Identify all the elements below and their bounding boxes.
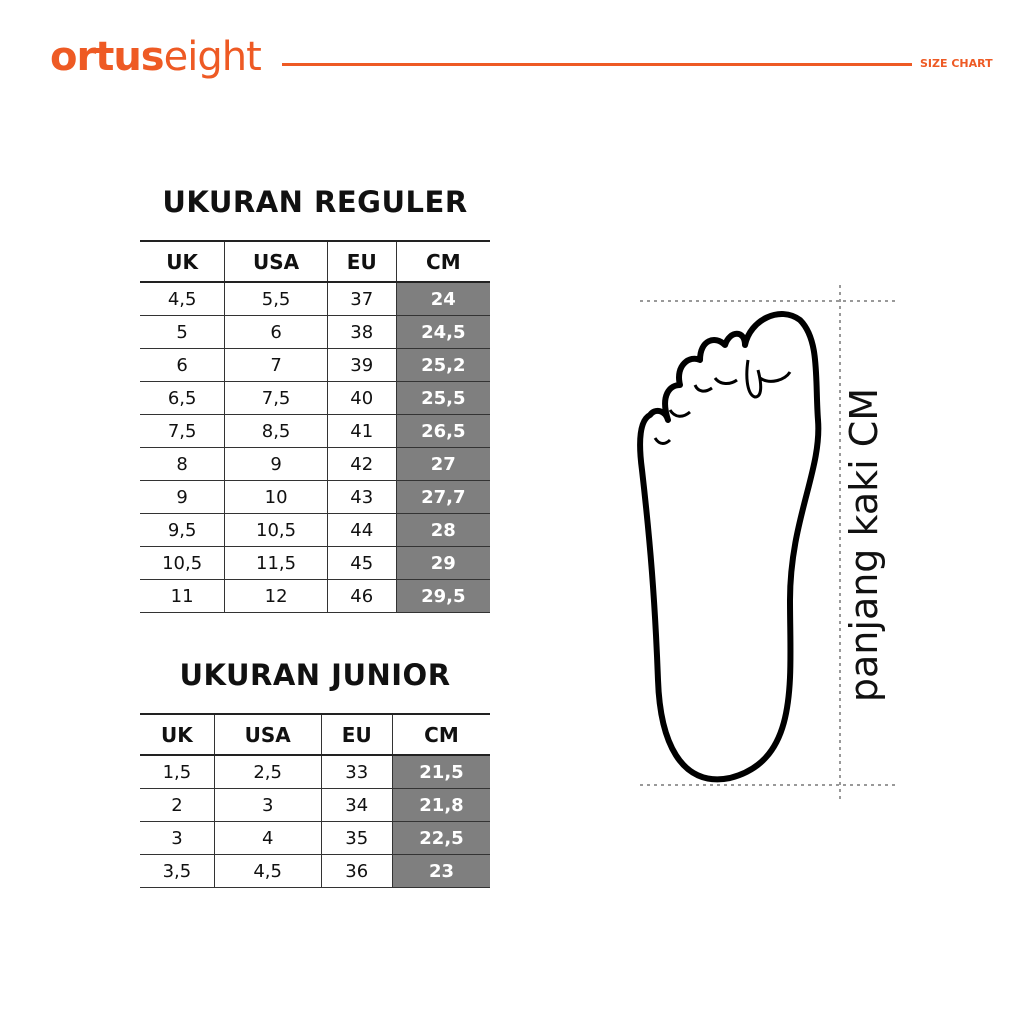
column-header: UK [140,240,225,283]
usa-cell: 10,5 [224,513,328,547]
column-header: EU [326,240,397,283]
column-header: USA [224,240,328,283]
table-row: 3 4 35 22,5 [140,821,490,855]
cm-cell: 24,5 [395,315,490,349]
foot-outline-diagram [637,285,895,800]
usa-cell: 8,5 [224,414,328,448]
usa-cell: 6 [224,315,328,349]
cm-cell: 21,5 [391,755,490,789]
eu-cell: 35 [320,821,393,855]
table-row: 2 3 34 21,8 [140,788,490,822]
junior-size-table: UK USA EU CM 1,5 2,5 33 21,5 2 3 34 21,8 3 4 35 22,5 3,5… [140,713,490,888]
uk-cell: 8 [140,447,225,481]
eu-cell: 34 [320,788,393,822]
cm-cell: 29 [395,546,490,580]
eu-cell: 42 [326,447,397,481]
uk-cell: 3 [140,821,215,855]
uk-cell: 10,5 [140,546,225,580]
eu-cell: 44 [326,513,397,547]
junior-title: UKURAN JUNIOR [179,658,451,692]
usa-cell: 7,5 [224,381,328,415]
eu-cell: 39 [326,348,397,382]
cm-cell: 23 [391,854,490,888]
usa-cell: 3 [213,788,322,822]
uk-cell: 9 [140,480,225,514]
usa-cell: 11,5 [224,546,328,580]
table-row: 3,5 4,5 36 23 [140,854,490,888]
eu-cell: 40 [326,381,397,415]
table-row: 10,5 11,5 45 29 [140,546,490,580]
uk-cell: 2 [140,788,215,822]
table-row: 1,5 2,5 33 21,5 [140,755,490,789]
usa-cell: 12 [224,579,328,613]
eu-cell: 46 [326,579,397,613]
eu-cell: 41 [326,414,397,448]
table-row: 7,5 8,5 41 26,5 [140,414,490,448]
eu-cell: 37 [326,282,397,316]
header-row: UK USA EU CM [140,713,490,756]
uk-cell: 7,5 [140,414,225,448]
uk-cell: 1,5 [140,755,215,789]
header-row: UK USA EU CM [140,240,490,283]
regular-size-table: UK USA EU CM 4,5 5,5 37 24 5 6 38 24,5 6 7 39 25,2 6,5 7,… [140,240,490,613]
foot-length-label: panjang kaki CM [842,387,886,703]
usa-cell: 4 [213,821,322,855]
cm-cell: 21,8 [391,788,490,822]
uk-cell: 5 [140,315,225,349]
header-divider [282,63,912,66]
cm-cell: 22,5 [391,821,490,855]
table-row: 6 7 39 25,2 [140,348,490,382]
table-row: 9,5 10,5 44 28 [140,513,490,547]
eu-cell: 45 [326,546,397,580]
table-row: 6,5 7,5 40 25,5 [140,381,490,415]
usa-cell: 7 [224,348,328,382]
usa-cell: 10 [224,480,328,514]
usa-cell: 2,5 [213,755,322,789]
table-row: 5 6 38 24,5 [140,315,490,349]
cm-cell: 29,5 [395,579,490,613]
usa-cell: 4,5 [213,854,322,888]
cm-cell: 26,5 [395,414,490,448]
table-row: 4,5 5,5 37 24 [140,282,490,316]
cm-cell: 24 [395,282,490,316]
column-header: CM [395,240,490,283]
uk-cell: 6,5 [140,381,225,415]
column-header: CM [391,713,490,756]
uk-cell: 3,5 [140,854,215,888]
column-header: EU [320,713,393,756]
table-row: 11 12 46 29,5 [140,579,490,613]
cm-cell: 25,2 [395,348,490,382]
table-row: 8 9 42 27 [140,447,490,481]
column-header: USA [213,713,322,756]
eu-cell: 43 [326,480,397,514]
uk-cell: 4,5 [140,282,225,316]
uk-cell: 6 [140,348,225,382]
regular-title: UKURAN REGULER [162,185,468,219]
cm-cell: 25,5 [395,381,490,415]
foot-icon [637,311,822,783]
ortuseight-logo: ortuseight [50,34,262,80]
cm-cell: 27 [395,447,490,481]
cm-cell: 28 [395,513,490,547]
usa-cell: 9 [224,447,328,481]
usa-cell: 5,5 [224,282,328,316]
eu-cell: 33 [320,755,393,789]
size-chart-tag: SIZE CHART [920,57,993,70]
cm-cell: 27,7 [395,480,490,514]
eu-cell: 36 [320,854,393,888]
uk-cell: 9,5 [140,513,225,547]
uk-cell: 11 [140,579,225,613]
eu-cell: 38 [326,315,397,349]
column-header: UK [140,713,215,756]
table-row: 9 10 43 27,7 [140,480,490,514]
